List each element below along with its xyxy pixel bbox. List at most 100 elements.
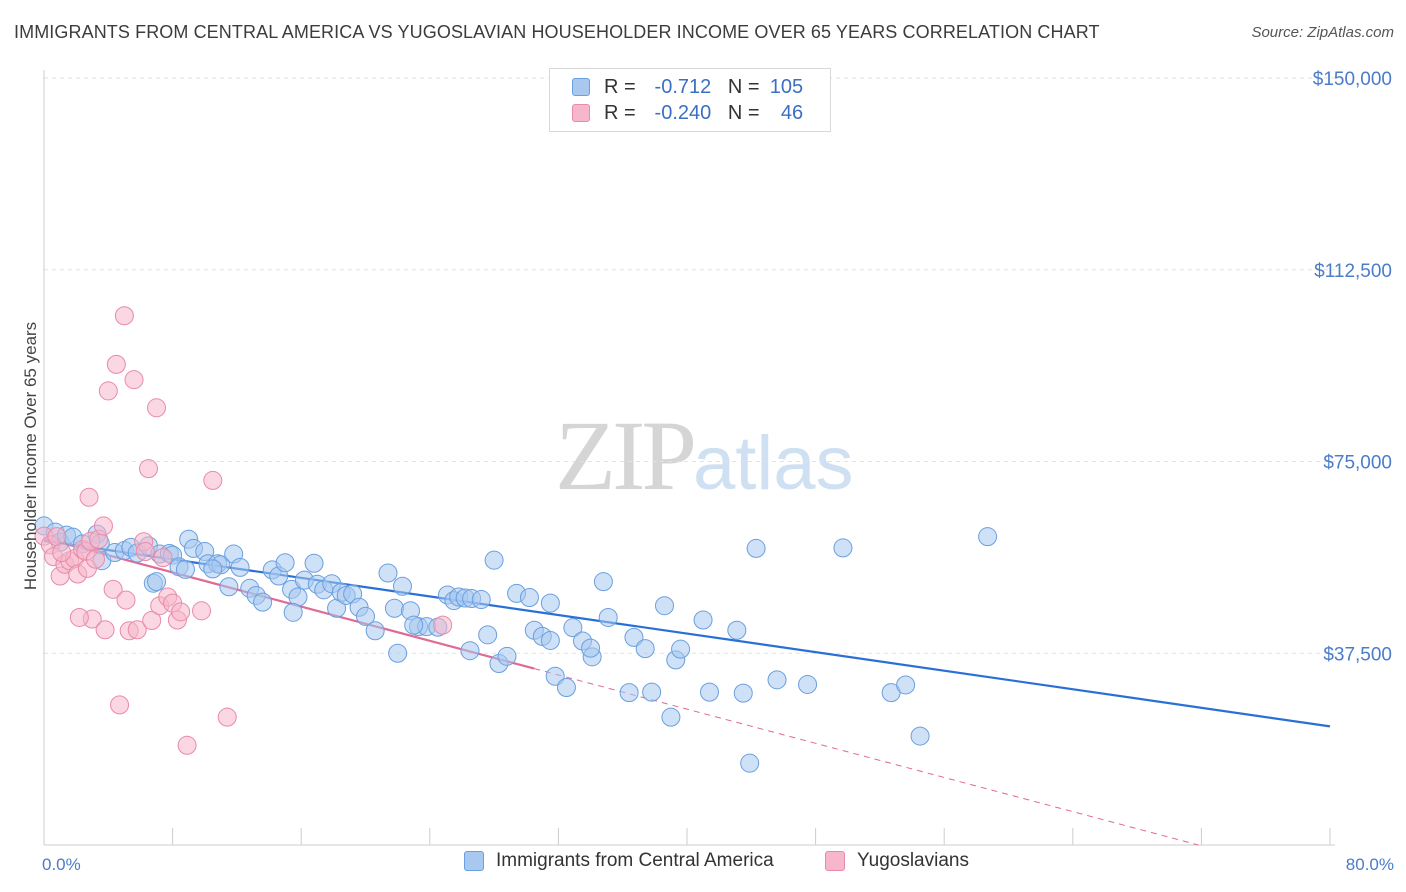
x-tick-label-min: 0.0% [42, 855, 81, 874]
point-central-america [175, 559, 195, 579]
gridlines [44, 77, 1335, 654]
point-yugoslavians [138, 459, 158, 479]
point-central-america [910, 726, 930, 746]
tick-labels: $37,500 $75,000 $112,500 $150,000 0.0% 80.0% H… [21, 69, 1394, 874]
axes [43, 70, 1335, 846]
legend-n-value: 46 [780, 101, 804, 124]
point-central-america [275, 553, 295, 573]
y-axis-label: Householder Income Over 65 years [21, 322, 40, 590]
watermark-zip: ZIP [555, 400, 697, 511]
legend-r-label: R = [604, 75, 636, 98]
legend-row-yugoslavians: R = -0.240 N = 46 [572, 100, 803, 126]
bottom-legend-swatch-blue [464, 851, 484, 871]
point-central-america [478, 625, 498, 645]
point-central-america [497, 646, 517, 666]
point-central-america [671, 639, 691, 659]
point-central-america [484, 550, 504, 570]
point-central-america [471, 590, 491, 610]
point-yugoslavians [98, 381, 118, 401]
point-yugoslavians [69, 607, 89, 627]
legend-r-value: -0.712 [654, 75, 712, 98]
point-central-america [740, 753, 760, 773]
point-central-america [540, 630, 560, 650]
y-tick-label: $150,000 [1313, 69, 1392, 90]
point-central-america [635, 639, 655, 659]
legend-row-central-america: R = -0.712 N = 105 [572, 74, 803, 100]
point-yugoslavians [106, 354, 126, 374]
data-points [34, 306, 998, 773]
point-yugoslavians [217, 707, 237, 727]
point-central-america [230, 557, 250, 577]
watermark-atlas: atlas [693, 421, 854, 506]
point-central-america [642, 682, 662, 702]
legend-n-label: N = [727, 101, 760, 124]
bottom-legend-yugoslavians[interactable]: Yugoslavians [825, 850, 969, 872]
point-yugoslavians [85, 549, 105, 569]
point-central-america [365, 621, 385, 641]
point-yugoslavians [110, 695, 130, 715]
point-central-america [253, 592, 273, 612]
bottom-legend-central-america[interactable]: Immigrants from Central America [464, 850, 774, 872]
point-central-america [654, 596, 674, 616]
point-central-america [598, 607, 618, 627]
chart-title: IMMIGRANTS FROM CENTRAL AMERICA VS YUGOS… [14, 22, 1100, 42]
point-central-america [283, 602, 303, 622]
point-yugoslavians [95, 620, 115, 640]
point-central-america [661, 707, 681, 727]
legend-n-value: 105 [769, 75, 804, 98]
point-central-america [978, 527, 998, 547]
point-yugoslavians [171, 602, 191, 622]
point-yugoslavians [153, 548, 173, 568]
point-central-america [733, 683, 753, 703]
point-central-america [563, 618, 583, 638]
chart-source: Source: ZipAtlas.com [1251, 24, 1394, 41]
point-central-america [356, 606, 375, 626]
point-yugoslavians [114, 306, 134, 326]
point-yugoslavians [203, 470, 223, 490]
point-central-america [404, 615, 424, 635]
point-central-america [619, 683, 639, 703]
point-central-america [147, 572, 167, 592]
point-central-america [384, 598, 404, 618]
point-yugoslavians [147, 398, 167, 418]
point-central-america [388, 643, 408, 663]
correlation-legend: R = -0.712 N = 105 R = -0.240 N = 46 [549, 68, 831, 132]
bottom-legend-label: Immigrants from Central America [496, 850, 774, 871]
point-yugoslavians [142, 611, 162, 631]
point-yugoslavians [192, 601, 212, 621]
point-central-america [392, 576, 412, 596]
point-yugoslavians [52, 543, 72, 563]
bottom-legend-label: Yugoslavians [857, 850, 969, 871]
point-yugoslavians [177, 735, 197, 755]
point-yugoslavians [135, 541, 155, 561]
watermark: ZIPatlas [555, 398, 854, 513]
legend-r-value: -0.240 [654, 101, 712, 124]
point-central-america [519, 588, 539, 608]
trend-line-yugoslavians [43, 537, 535, 670]
point-central-america [896, 675, 916, 695]
point-central-america [727, 620, 747, 640]
point-yugoslavians [433, 615, 453, 635]
point-central-america [219, 577, 239, 597]
legend-swatch-pink [572, 104, 590, 122]
point-central-america [581, 638, 601, 658]
bottom-legend-swatch-pink [825, 851, 845, 871]
point-central-america [767, 670, 787, 690]
legend-swatch-blue [572, 78, 590, 96]
point-central-america [700, 682, 720, 702]
point-central-america [378, 563, 398, 583]
x-tick-label-max: 80.0% [1346, 855, 1394, 874]
point-central-america [540, 593, 560, 613]
point-central-america [833, 538, 853, 558]
point-central-america [624, 627, 644, 647]
y-tick-label: $37,500 [1323, 644, 1392, 665]
point-yugoslavians [79, 487, 99, 507]
legend-n-label: N = [727, 75, 760, 98]
point-yugoslavians [47, 527, 67, 547]
point-yugoslavians [116, 590, 136, 610]
point-central-america [304, 553, 324, 573]
y-tick-label: $75,000 [1323, 453, 1392, 474]
point-central-america [593, 572, 613, 592]
point-central-america [693, 610, 713, 630]
